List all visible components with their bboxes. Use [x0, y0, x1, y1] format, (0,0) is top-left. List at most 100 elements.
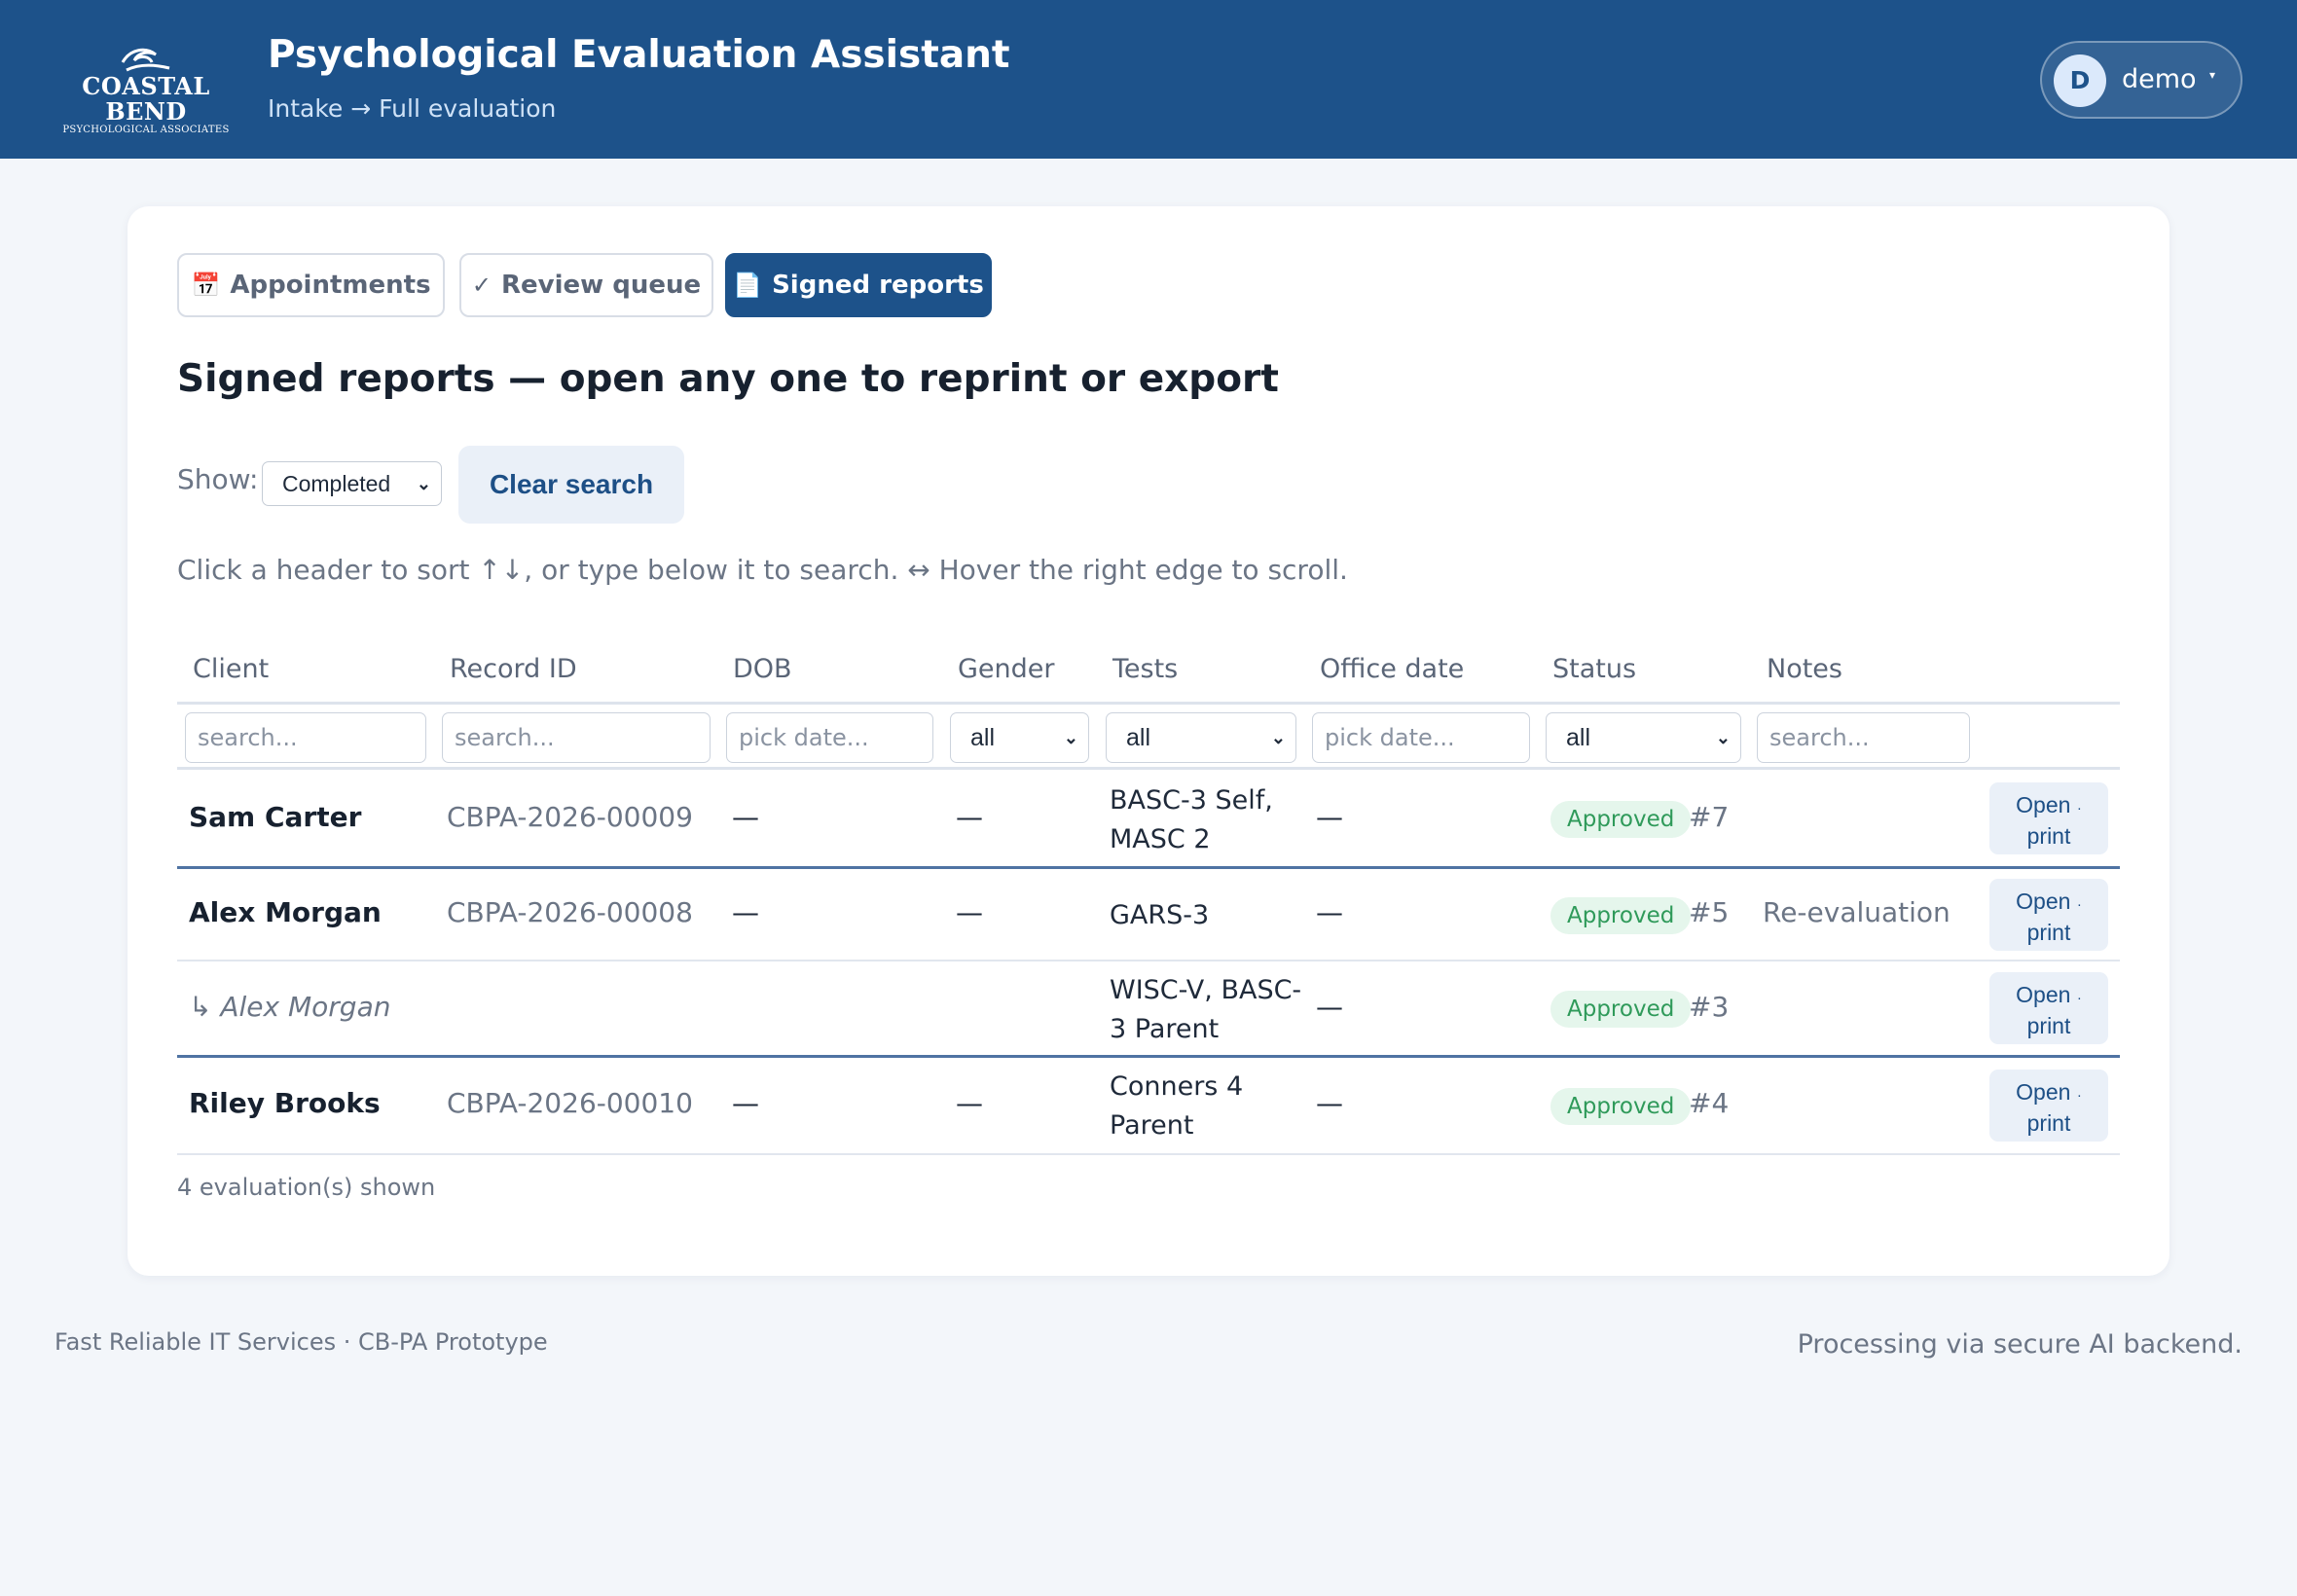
- gender: —: [956, 896, 983, 928]
- open-label: Open: [2016, 982, 2071, 1007]
- client-name: Sam Carter: [189, 801, 362, 833]
- tests: WISC-V, BASC-3 Parent: [1110, 975, 1302, 1044]
- footer-right-text: Processing via secure AI backend.: [1797, 1329, 2242, 1360]
- office-date: —: [1316, 991, 1343, 1023]
- tab-label: Appointments: [230, 271, 431, 300]
- logo-line-2: PSYCHOLOGICAL ASSOCIATES: [62, 125, 230, 135]
- evaluation-number: #7: [1689, 801, 1730, 833]
- show-label: Show:: [177, 463, 259, 495]
- result-count: 4 evaluation(s) shown: [177, 1174, 436, 1201]
- group-divider: [177, 1055, 2120, 1058]
- tab-review-queue[interactable]: ✓ Review queue: [459, 253, 713, 317]
- tests: GARS-3: [1110, 900, 1210, 930]
- open-print-button[interactable]: Open · print: [1989, 782, 2108, 854]
- open-label: Open: [2016, 1079, 2071, 1105]
- page-title: Signed reports — open any one to reprint…: [177, 357, 1279, 401]
- status-filter-value: all: [1566, 724, 1591, 751]
- column-header-office-date[interactable]: Office date: [1320, 654, 1465, 684]
- row-divider: [177, 1153, 2120, 1155]
- status-badge: Approved: [1550, 897, 1692, 934]
- column-header-status[interactable]: Status: [1552, 654, 1637, 684]
- row-divider: [177, 960, 2120, 961]
- client-name: Alex Morgan: [189, 896, 382, 928]
- client-name: ↳ Alex Morgan: [189, 991, 391, 1023]
- user-name: demo: [2122, 64, 2197, 94]
- table-hint: Click a header to sort ↑↓, or type below…: [177, 554, 1348, 586]
- client-search-input[interactable]: search...: [185, 712, 426, 763]
- status-badge: Approved: [1550, 991, 1692, 1028]
- company-logo: COASTAL BEND PSYCHOLOGICAL ASSOCIATES: [51, 41, 241, 135]
- tests: Conners 4 Parent: [1110, 1071, 1244, 1141]
- tests-filter-value: all: [1126, 724, 1151, 751]
- office-date: —: [1316, 801, 1343, 833]
- caret-down-icon: ▾: [2209, 68, 2216, 82]
- column-header-tests[interactable]: Tests: [1112, 654, 1179, 684]
- column-header-gender[interactable]: Gender: [958, 654, 1055, 684]
- status-filter-select[interactable]: all ⌄: [1546, 712, 1741, 763]
- dob: —: [732, 1087, 759, 1119]
- dob: —: [732, 801, 759, 833]
- column-header-dob[interactable]: DOB: [733, 654, 792, 684]
- evaluation-number: #3: [1689, 991, 1730, 1023]
- record-id: CBPA-2026-00010: [447, 1087, 693, 1119]
- column-header-client[interactable]: Client: [193, 654, 270, 684]
- chevron-down-icon: ⌄: [1715, 728, 1731, 747]
- show-filter-value: Completed: [282, 471, 391, 496]
- table-row[interactable]: Alex Morgan CBPA-2026-00008 — — GARS-3 —…: [177, 869, 2120, 961]
- column-header-record-id[interactable]: Record ID: [450, 654, 577, 684]
- client-name: Riley Brooks: [189, 1087, 381, 1119]
- print-label: print: [2026, 823, 2071, 849]
- header-divider: [177, 702, 2120, 705]
- gender-filter-select[interactable]: all ⌄: [950, 712, 1089, 763]
- check-icon: ✓: [471, 272, 492, 299]
- app-title: Psychological Evaluation Assistant: [268, 33, 1010, 77]
- main-card: 📅 Appointments ✓ Review queue 📄 Signed r…: [128, 206, 2169, 1276]
- tests: BASC-3 Self, MASC 2: [1110, 785, 1273, 854]
- document-icon: 📄: [733, 272, 763, 299]
- avatar: D: [2054, 54, 2106, 107]
- chevron-down-icon: ⌄: [1063, 728, 1078, 747]
- notes-search-input[interactable]: search...: [1757, 712, 1970, 763]
- print-label: print: [2026, 1110, 2071, 1136]
- show-filter-select[interactable]: Completed ⌄: [262, 461, 442, 506]
- tab-label: Review queue: [500, 271, 702, 300]
- user-menu[interactable]: D demo ▾: [2040, 41, 2242, 119]
- logo-line-1: COASTAL BEND: [82, 72, 210, 126]
- tab-signed-reports[interactable]: 📄 Signed reports: [725, 253, 992, 317]
- breadcrumb: Intake → Full evaluation: [268, 94, 557, 123]
- clear-search-button[interactable]: Clear search: [458, 446, 684, 524]
- footer-left-text: Fast Reliable IT Services · CB-PA Protot…: [55, 1328, 548, 1356]
- gender-filter-value: all: [970, 724, 996, 751]
- tab-label: Signed reports: [772, 271, 984, 300]
- print-label: print: [2026, 920, 2071, 945]
- open-print-button[interactable]: Open · print: [1989, 879, 2108, 951]
- chevron-down-icon: ⌄: [1270, 728, 1286, 747]
- office-date: —: [1316, 1087, 1343, 1119]
- top-bar: COASTAL BEND PSYCHOLOGICAL ASSOCIATES Ps…: [0, 0, 2297, 159]
- record-id: CBPA-2026-00009: [447, 801, 693, 833]
- open-label: Open: [2016, 792, 2071, 817]
- tests-filter-select[interactable]: all ⌄: [1106, 712, 1296, 763]
- record-id: CBPA-2026-00008: [447, 896, 693, 928]
- status-badge: Approved: [1550, 1088, 1692, 1125]
- column-header-notes[interactable]: Notes: [1767, 654, 1842, 684]
- dob: —: [732, 896, 759, 928]
- wave-icon: [121, 48, 170, 72]
- record-id-search-input[interactable]: search...: [442, 712, 711, 763]
- print-label: print: [2026, 1013, 2071, 1038]
- open-print-button[interactable]: Open · print: [1989, 1070, 2108, 1142]
- notes: Re-evaluation: [1763, 896, 1951, 928]
- gender: —: [956, 1087, 983, 1119]
- open-print-button[interactable]: Open · print: [1989, 972, 2108, 1044]
- office-date-picker[interactable]: pick date...: [1312, 712, 1530, 763]
- table-row[interactable]: Riley Brooks CBPA-2026-00010 — — Conners…: [177, 1058, 2120, 1155]
- calendar-icon: 📅: [191, 272, 221, 299]
- status-badge: Approved: [1550, 801, 1692, 838]
- table-row[interactable]: Sam Carter CBPA-2026-00009 — — BASC-3 Se…: [177, 770, 2120, 867]
- office-date: —: [1316, 896, 1343, 928]
- evaluation-number: #5: [1689, 896, 1730, 928]
- tab-appointments[interactable]: 📅 Appointments: [177, 253, 445, 317]
- filter-divider: [177, 767, 2120, 770]
- table-row[interactable]: ↳ Alex Morgan WISC-V, BASC-3 Parent — Ap…: [177, 961, 2120, 1057]
- dob-date-picker[interactable]: pick date...: [726, 712, 933, 763]
